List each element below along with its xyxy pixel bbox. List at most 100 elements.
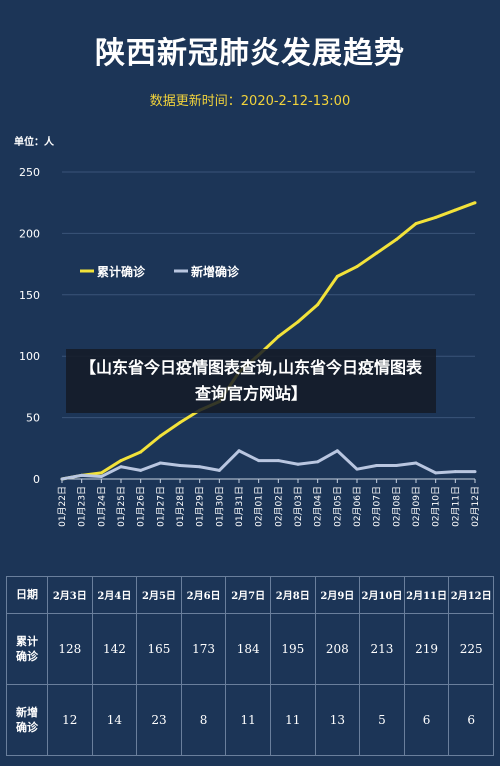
data-point <box>237 449 241 453</box>
data-table: 日期 2月3日 2月4日 2月5日 2月6日 2月7日 2月8日 2月9日 2月10日 2月11… <box>6 576 494 757</box>
table-cell-cumulative: 225 <box>448 612 494 685</box>
x-tick-label: 01月29日 <box>195 486 206 527</box>
x-tick-label: 02月05日 <box>332 486 343 527</box>
page-title: 陕西新冠肺炎发展趋势 <box>95 36 405 71</box>
x-tick-label: 01月26日 <box>136 486 147 527</box>
x-tick-label: 01月30日 <box>214 486 225 527</box>
x-tick-label: 02月02日 <box>273 486 284 527</box>
table-cell-date: 2月7日 <box>225 576 271 614</box>
data-point <box>296 462 300 466</box>
data-point <box>99 475 103 479</box>
update-time: 数据更新时间：2020-2-12-13:00 <box>149 94 351 109</box>
data-point <box>316 460 320 464</box>
data-point <box>198 465 202 469</box>
table-cell-new: 14 <box>91 683 138 757</box>
data-point <box>119 465 123 469</box>
data-point <box>394 238 398 242</box>
x-tick-label: 02月08日 <box>391 486 402 527</box>
data-point <box>414 461 418 465</box>
table-row-dates: 日期 2月3日 2月4日 2月5日 2月6日 2月7日 2月8日 2月9日 2月10日 2月11… <box>6 576 494 614</box>
table-cell-cumulative: 128 <box>47 612 93 685</box>
row-label-new: 新增 确诊 <box>6 683 48 757</box>
legend-label: 新增确诊 <box>191 264 240 279</box>
x-tick-label: 02月09日 <box>411 486 422 527</box>
table-row-cumulative: 累计 确诊 128 142 165 173 184 195 208 213 219 225 <box>6 612 494 685</box>
data-point <box>276 335 280 339</box>
x-tick-label: 01月27日 <box>155 486 166 527</box>
y-tick-label: 100 <box>19 350 40 363</box>
table-cell-cumulative: 195 <box>269 612 316 685</box>
data-point <box>60 477 64 481</box>
data-point <box>335 449 339 453</box>
y-tick-label: 0 <box>33 473 40 486</box>
y-tick-label: 150 <box>19 289 40 302</box>
table-cell-date: 2月3日 <box>47 576 93 614</box>
series-line <box>61 449 475 481</box>
data-point <box>296 320 300 324</box>
table-cell-new: 11 <box>269 683 316 757</box>
data-point <box>434 215 438 219</box>
y-tick-label: 50 <box>26 412 40 425</box>
data-point <box>473 201 477 205</box>
data-point <box>139 450 143 454</box>
table-cell-date: 2月5日 <box>136 576 182 614</box>
table-cell-date: 2月8日 <box>269 576 316 614</box>
data-point <box>355 265 359 269</box>
x-tick-label: 02月11日 <box>450 486 461 527</box>
table-cell-date: 2月11日 <box>403 576 450 614</box>
data-point <box>99 471 103 475</box>
row-label-dates: 日期 <box>6 576 48 614</box>
table-cell-cumulative: 173 <box>180 612 227 685</box>
table-cell-date: 2月12日 <box>448 576 494 614</box>
series-line <box>61 201 476 481</box>
data-point <box>257 459 261 463</box>
table-cell-new: 12 <box>47 683 93 757</box>
x-tick-label: 02月07日 <box>372 486 383 527</box>
data-point <box>178 421 182 425</box>
table-cell-new: 5 <box>359 683 405 757</box>
data-point <box>80 473 84 477</box>
data-point <box>158 434 162 438</box>
x-tick-label: 02月04日 <box>313 486 324 527</box>
table-cell-date: 2月9日 <box>314 576 361 614</box>
table-cell-new: 11 <box>225 683 271 757</box>
x-tick-label: 02月12日 <box>470 486 481 527</box>
data-point <box>355 467 359 471</box>
data-point <box>217 468 221 472</box>
x-tick-label: 02月10日 <box>431 486 442 527</box>
table-cell-new: 6 <box>403 683 450 757</box>
data-point <box>158 461 162 465</box>
table-cell-date: 2月6日 <box>180 576 227 614</box>
y-tick-label: 200 <box>19 227 40 240</box>
x-tick-label: 01月28日 <box>175 486 186 527</box>
data-point <box>375 251 379 255</box>
chart-svg: 单位：人 0 50 100 150 200 250 01月22日 01月23日 01月24日 01月… <box>14 135 481 527</box>
data-point <box>394 463 398 467</box>
data-point <box>119 459 123 463</box>
table-row-new: 新增 确诊 12 14 23 8 11 11 13 5 6 6 <box>6 683 494 757</box>
x-tick-label: 02月06日 <box>352 486 363 527</box>
table-cell-date: 2月4日 <box>91 576 138 614</box>
table-cell-cumulative: 142 <box>91 612 138 685</box>
legend-label: 累计确诊 <box>97 264 146 279</box>
table-cell-cumulative: 213 <box>359 612 405 685</box>
x-tick-label: 01月31日 <box>234 486 245 527</box>
data-point <box>178 463 182 467</box>
row-label-cumulative: 累计 确诊 <box>6 612 48 685</box>
data-point <box>453 208 457 212</box>
data-point <box>473 470 477 474</box>
table-cell-cumulative: 184 <box>225 612 271 685</box>
x-tick-label: 01月23日 <box>77 486 88 527</box>
data-point <box>414 222 418 226</box>
data-point <box>139 468 143 472</box>
overlay-caption: 【山东省今日疫情图表查询,山东省今日疫情图表查询官方网站】 <box>66 349 436 413</box>
x-tick-label: 02月01日 <box>254 486 265 527</box>
y-tick-label: 250 <box>19 166 40 179</box>
table-cell-cumulative: 165 <box>136 612 182 685</box>
x-tick-label: 01月24日 <box>96 486 107 527</box>
data-point <box>276 459 280 463</box>
table-cell-new: 8 <box>180 683 227 757</box>
x-tick-label: 01月22日 <box>57 486 68 527</box>
table-cell-cumulative: 219 <box>403 612 450 685</box>
data-point <box>434 471 438 475</box>
